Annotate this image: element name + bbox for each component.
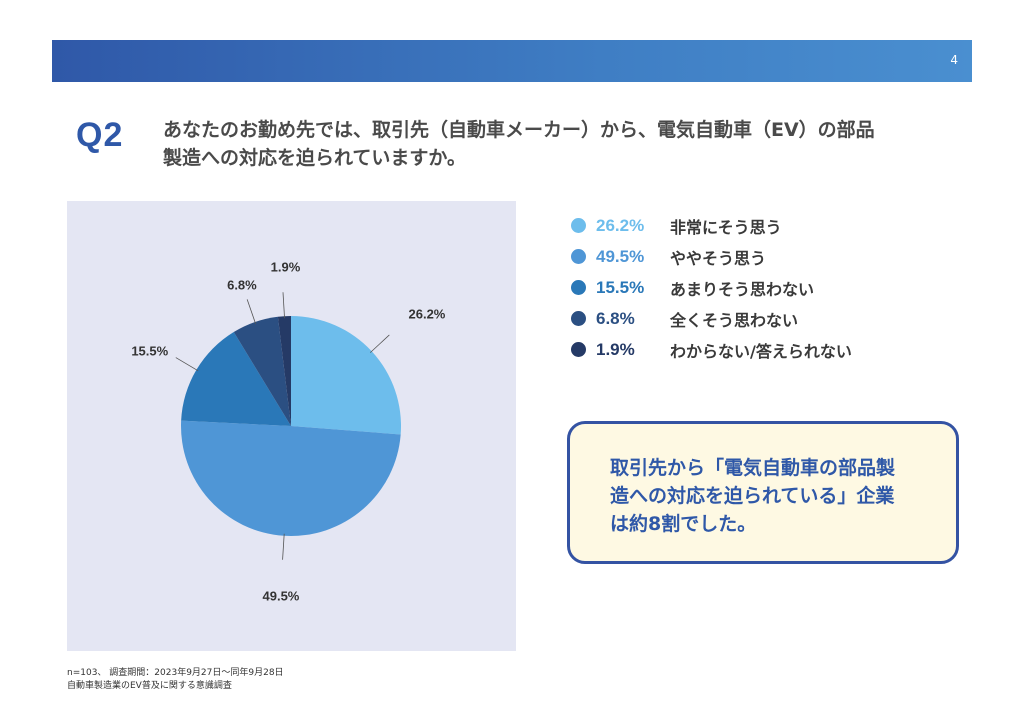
leader-line-4 [246, 299, 257, 325]
footnote-sample-period: n=103、 調査期間：2023年9月27日～同年9月28日 [67, 668, 284, 678]
footnote: n=103、 調査期間：2023年9月27日～同年9月28日 自動車製造業のEV… [67, 667, 284, 693]
summary-line-2: 造への対応を迫られている」企業 [610, 485, 895, 507]
summary-line-1: 取引先から「電気自動車の部品製 [610, 457, 896, 479]
legend-percent: 1.9% [596, 339, 635, 359]
legend-swatch-icon [571, 311, 586, 326]
summary-line-3: は約8割でした。 [610, 513, 757, 535]
pie-slice-4 [233, 316, 291, 426]
legend-label: わからない/答えられない [670, 341, 852, 361]
legend-swatch-icon [571, 280, 586, 295]
question-line-2: 製造への対応を迫られていますか。 [163, 147, 467, 169]
data-label-1: 26.2% [409, 307, 446, 322]
header-bar: 4 [52, 40, 972, 82]
legend-swatch-icon [571, 342, 586, 357]
pie-slice-2 [181, 420, 401, 536]
question-text: あなたのお勤め先では、取引先（自動車メーカー）から、電気自動車（EV）の部品 製… [163, 116, 923, 172]
legend-percent: 26.2% [596, 215, 645, 235]
legend-label: 全くそう思わない [670, 310, 799, 330]
data-label-2: 49.5% [263, 589, 300, 604]
question-number: Q2 [76, 116, 124, 154]
leader-line-2 [282, 533, 285, 560]
page-number: 4 [950, 53, 958, 67]
question-line-1: あなたのお勤め先では、取引先（自動車メーカー）から、電気自動車（EV）の部品 [163, 119, 875, 141]
legend-label: ややそう思う [670, 248, 767, 268]
legend-percent: 15.5% [596, 277, 645, 297]
pie-chart-panel: 26.2% 49.5% 15.5% 6.8% 1.9% [67, 201, 516, 651]
leader-line-5 [282, 292, 285, 319]
pie-slice-1 [291, 316, 402, 435]
legend-item-4: 6.8% 全くそう思わない [571, 303, 901, 334]
legend-swatch-icon [571, 218, 586, 233]
pie-slice-5 [277, 316, 291, 426]
pie-slice-3 [181, 332, 291, 426]
leader-line-3 [175, 357, 199, 372]
legend-swatch-icon [571, 249, 586, 264]
legend-label: あまりそう思わない [670, 279, 815, 299]
legend-label: 非常にそう思う [670, 217, 782, 237]
legend-item-5: 1.9% わからない/答えられない [571, 334, 901, 365]
legend: 26.2% 非常にそう思う 49.5% ややそう思う 15.5% あまりそう思わない 6.8… [571, 210, 901, 365]
footnote-survey-title: 自動車製造業のEV普及に関する意識調査 [67, 681, 232, 691]
leader-line-1 [369, 334, 390, 353]
legend-percent: 49.5% [596, 246, 645, 266]
data-label-4: 6.8% [227, 277, 257, 292]
pie-chart: 26.2% 49.5% 15.5% 6.8% 1.9% [131, 259, 446, 604]
summary-callout: 取引先から「電気自動車の部品製 造への対応を迫られている」企業 は約8割でした。 [567, 421, 959, 564]
legend-percent: 6.8% [596, 308, 635, 328]
legend-item-2: 49.5% ややそう思う [571, 241, 901, 272]
legend-item-3: 15.5% あまりそう思わない [571, 272, 901, 303]
data-label-3: 15.5% [131, 343, 168, 358]
legend-item-1: 26.2% 非常にそう思う [571, 210, 901, 241]
data-label-5: 1.9% [271, 259, 301, 274]
